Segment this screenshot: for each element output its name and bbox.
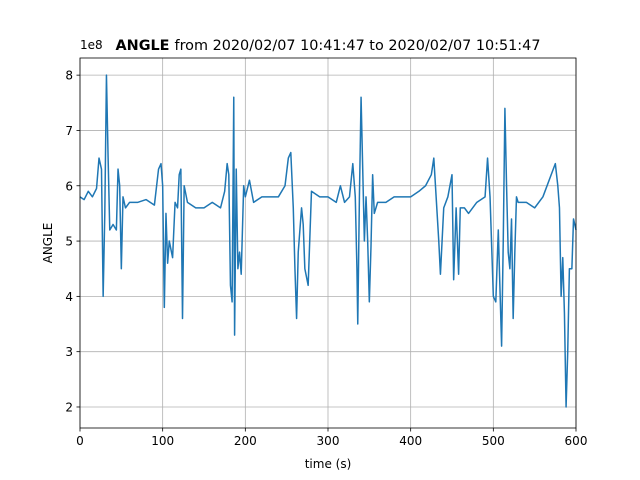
y-axis-label: ANGLE [41,223,55,264]
x-tick-label: 200 [234,434,257,448]
y-tick-label: 3 [65,345,73,359]
chart-title: ANGLE from 2020/02/07 10:41:47 to 2020/02… [116,38,541,54]
y-tick-label: 2 [65,400,73,414]
y-tick-label: 8 [65,69,73,83]
x-axis-label: time (s) [305,457,352,471]
y-tick-label: 5 [65,235,73,249]
x-tick-label: 0 [76,434,84,448]
offset-text: 1e8 [80,38,103,52]
y-tick-label: 4 [65,290,73,304]
x-tick-label: 300 [317,434,340,448]
x-tick-label: 400 [399,434,422,448]
x-tick-label: 500 [482,434,505,448]
plot-frame [79,57,577,429]
x-tick-label: 600 [565,434,588,448]
data-line [79,74,577,408]
x-tick-label: 100 [151,434,174,448]
y-tick-label: 7 [65,124,73,138]
y-tick-label: 6 [65,179,73,193]
title-bold: ANGLE [116,38,170,54]
title-rest: from 2020/02/07 10:41:47 to 2020/02/07 1… [175,38,541,54]
